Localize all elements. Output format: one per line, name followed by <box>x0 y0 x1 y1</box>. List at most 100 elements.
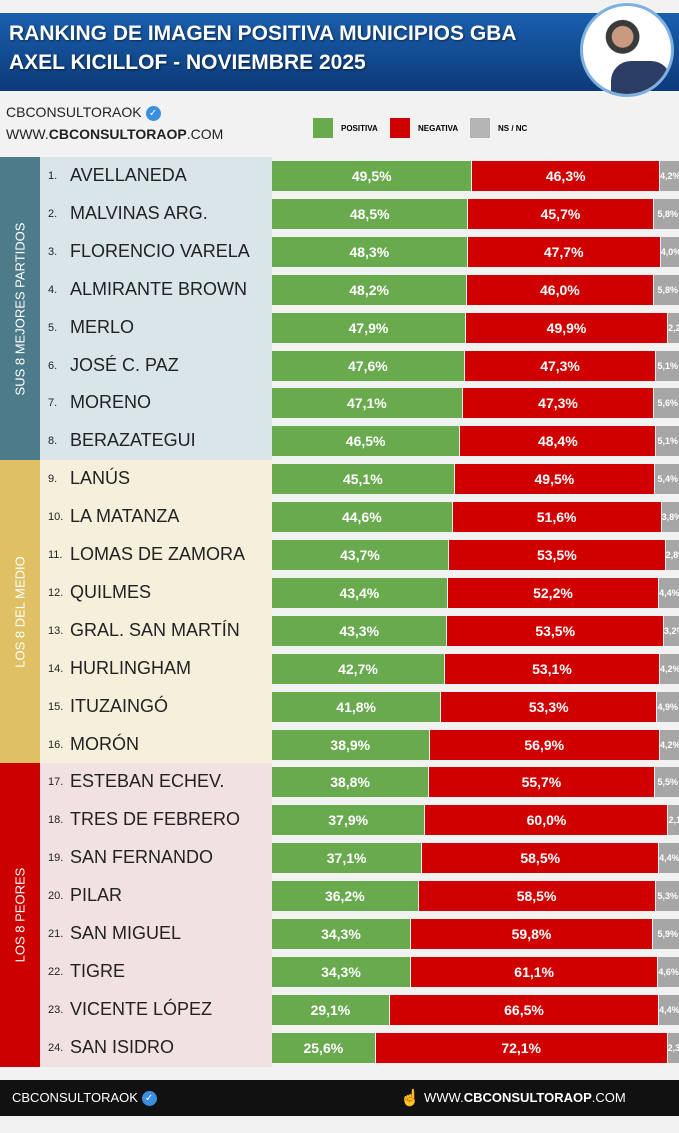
municipality-row: 12. QUILMES 43,4% 52,2% 4,4% <box>0 574 679 612</box>
bar-nsnc: 2,3% <box>667 1032 679 1063</box>
municipality-row: 16. MORÓN 38,9% 56,9% 4,2% <box>0 726 679 764</box>
group-background <box>0 157 272 461</box>
bar-positiva: 43,7% <box>272 540 448 570</box>
bar-negativa: 61,1% <box>410 956 658 987</box>
bar-positiva: 48,5% <box>272 198 468 229</box>
bar-negativa: 46,0% <box>467 274 653 305</box>
bar-positiva: 29,1% <box>272 994 389 1025</box>
legend-label: NEGATIVA <box>418 123 459 133</box>
municipality-row: 20. PILAR 36,2% 58,5% 5,3% <box>0 877 679 915</box>
bar-negativa: 49,5% <box>454 464 655 495</box>
municipality-name: BERAZATEGUI <box>70 430 196 451</box>
municipality-name: MORENO <box>70 392 151 413</box>
rank: 17. <box>48 776 64 789</box>
bar-nsnc: 2,1% <box>668 805 679 836</box>
rank: 10. <box>48 511 64 524</box>
municipality-row: 10. LA MATANZA 44,6%51,6%3,8% <box>0 498 679 536</box>
municipality-row: 9. LANÚS 45,1% 49,5% 5,4% <box>0 460 679 498</box>
municipality-row: 5. MERLO 47,9%49,9%2,2% <box>0 309 679 347</box>
bar-nsnc: 5,1% <box>656 350 679 381</box>
municipality-name: LOMAS DE ZAMORA <box>70 544 246 564</box>
brand-handle: CBCONSULTORAOK ✓ <box>6 104 161 121</box>
municipality-name: ITUZAINGÓ <box>70 695 168 716</box>
legend-negativa: NEGATIVA <box>390 118 458 138</box>
url-bold: CBCONSULTORAOP <box>463 1090 592 1105</box>
bar-negativa: 53,3% <box>441 691 657 722</box>
municipality-row: 14. HURLINGHAM 42,7% 53,1% 4,2% <box>0 650 679 688</box>
municipality-name: QUILMES <box>70 581 152 602</box>
pointer-hand-icon: ☝ <box>400 1090 420 1107</box>
municipality-name: SAN FERNANDO <box>70 847 214 868</box>
bar-negativa: 58,5% <box>418 881 655 912</box>
rank: 2. <box>48 207 58 220</box>
municipality-row: 4. ALMIRANTE BROWN 48,2% 46,0% 5,8% <box>0 271 679 309</box>
municipality-row: 22. TIGRE 34,3% 61,1% 4,6% <box>0 953 679 991</box>
municipality-row: 2. MALVINAS ARG. 48,5% 45,7% 5,8% <box>0 195 679 233</box>
bar-positiva: 45,1% <box>272 464 454 495</box>
bar-nsnc: 4,4% <box>659 994 679 1025</box>
bar-negativa: 60,0% <box>425 805 668 836</box>
municipality-name: TRES DE FEBRERO <box>70 809 241 830</box>
municipality-name: ALMIRANTE BROWN <box>70 278 248 299</box>
municipality-row: 6. JOSÉ C. PAZ 47,6% 47,3% 5,1% <box>0 347 679 385</box>
bar-positiva: 48,2% <box>272 274 467 305</box>
rank: 18. <box>48 814 64 827</box>
municipality-name: SAN MIGUEL <box>70 923 182 943</box>
rank: 6. <box>48 359 58 372</box>
rank: 16. <box>48 738 64 751</box>
bar-nsnc: 5,9% <box>653 919 679 949</box>
rank: 11. <box>48 549 63 561</box>
bar-negativa: 48,4% <box>460 426 656 457</box>
footer-url[interactable]: WWW.CBCONSULTORAOP.COM <box>424 1090 626 1105</box>
municipality-row: 13. GRAL. SAN MARTÍN 43,3%53,5%3,2% <box>0 612 679 650</box>
bar-positiva: 38,9% <box>272 729 429 760</box>
bar-positiva: 46,5% <box>272 426 460 457</box>
municipality-name: VICENTE LÓPEZ <box>70 998 213 1019</box>
rank: 24. <box>48 1041 64 1054</box>
bar-negativa: 59,8% <box>410 919 653 949</box>
rank: 8. <box>48 435 58 448</box>
group-label: SUS 8 MEJORES PARTIDOS <box>0 157 40 461</box>
bar-nsnc: 5,3% <box>655 881 679 912</box>
municipality-row: 19. SAN FERNANDO 37,1% 58,5% 4,4% <box>0 839 679 877</box>
bar-positiva: 48,3% <box>272 236 467 267</box>
municipality-row: 11. LOMAS DE ZAMORA 43,7%53,5%2,8% <box>0 536 679 574</box>
bar-positiva: 42,7% <box>272 653 444 684</box>
rank: 7. <box>48 397 58 410</box>
legend-label: NS / NC <box>498 123 528 133</box>
municipality-name: TIGRE <box>70 960 126 981</box>
municipality-row: 24. SAN ISIDRO 25,6%72,1%2,3% <box>0 1029 679 1067</box>
bar-positiva: 34,3% <box>272 919 410 949</box>
municipality-row: 15. ITUZAINGÓ 41,8% 53,3% 4,9% <box>0 688 679 726</box>
rank: 9. <box>48 473 58 486</box>
bar-negativa: 72,1% <box>375 1032 667 1063</box>
municipality-name: MERLO <box>70 316 135 337</box>
brand-url[interactable]: WWW.CBCONSULTORAOP.COM <box>6 126 223 142</box>
bar-negativa: 51,6% <box>452 502 661 533</box>
legend-label: POSITIVA <box>341 123 378 133</box>
bar-nsnc: 5,8% <box>653 198 679 229</box>
bar-positiva: 43,4% <box>272 577 447 608</box>
url-suffix: .COM <box>186 126 224 142</box>
rank: 20. <box>48 890 64 903</box>
municipality-name: JOSÉ C. PAZ <box>70 354 179 375</box>
bar-nsnc: 4,0% <box>660 236 679 267</box>
municipality-name: HURLINGHAM <box>70 657 192 678</box>
bar-positiva: 47,9% <box>272 312 465 343</box>
bar-nsnc: 5,5% <box>654 767 679 798</box>
bar-nsnc: 3,2% <box>664 615 679 646</box>
municipality-row: 8. BERAZATEGUI 46,5% 48,4% 5,1% <box>0 422 679 460</box>
rank: 19. <box>48 852 64 865</box>
rank: 15. <box>48 700 64 713</box>
footer-handle: CBCONSULTORAOK ✓ <box>12 1090 157 1107</box>
bar-negativa: 56,9% <box>429 729 659 760</box>
bar-negativa: 47,7% <box>467 236 660 267</box>
footer-handle-text: CBCONSULTORAOK <box>12 1090 138 1105</box>
bar-negativa: 46,3% <box>472 161 659 191</box>
rank: 13. <box>48 624 64 637</box>
municipality-name: SAN ISIDRO <box>70 1036 175 1057</box>
bar-nsnc: 4,4% <box>659 843 679 874</box>
municipality-row: 18. TRES DE FEBRERO 37,9%60,0%2,1% <box>0 801 679 839</box>
municipality-name: PILAR <box>70 885 123 906</box>
bar-nsnc: 4,2% <box>659 729 679 760</box>
